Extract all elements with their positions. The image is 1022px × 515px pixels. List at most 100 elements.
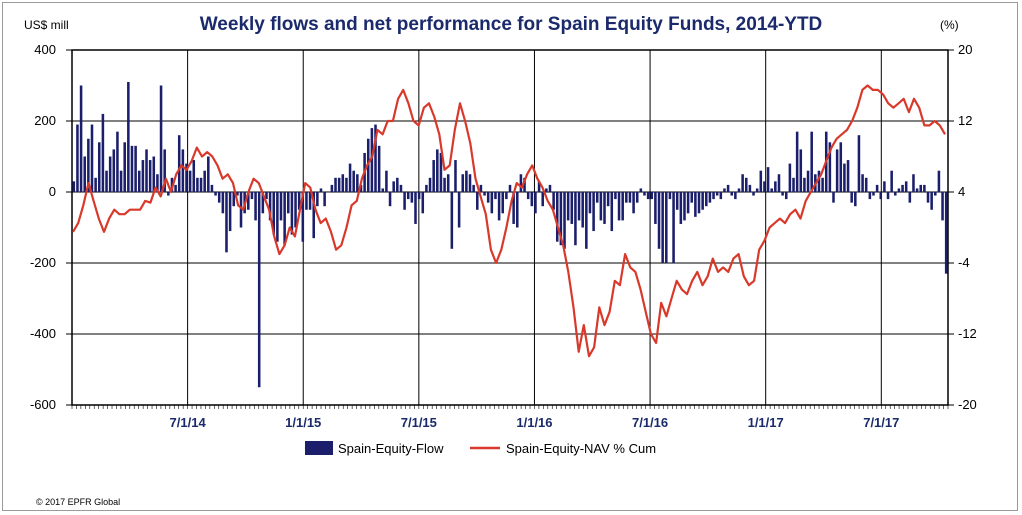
left-tick-label: 400: [34, 42, 56, 57]
right-tick-label: -20: [958, 397, 977, 412]
flow-bar: [890, 170, 893, 192]
flow-bar: [646, 192, 650, 200]
left-tick-label: 0: [49, 184, 56, 199]
flow-bar: [563, 192, 566, 249]
flow-bar: [174, 184, 177, 192]
flow-bar: [127, 81, 130, 192]
flow-bar: [134, 145, 137, 192]
flow-bar: [534, 192, 537, 214]
flow-bar: [843, 163, 846, 192]
flow-bar: [665, 192, 668, 263]
flow-bar: [207, 156, 210, 192]
flow-bar: [505, 192, 508, 200]
flow-bar: [937, 170, 941, 192]
flow-bar: [599, 192, 603, 221]
copyright: © 2017 EPFR Global: [36, 497, 121, 507]
flow-bar: [643, 192, 646, 196]
flow-bar: [508, 184, 512, 192]
flow-bar: [886, 192, 890, 200]
flow-bar: [225, 192, 228, 253]
flow-bar: [316, 192, 319, 207]
flow-bar: [697, 192, 701, 214]
flow-bar: [337, 177, 341, 192]
flow-bar: [181, 149, 185, 192]
flow-bar: [574, 192, 577, 246]
flow-bar: [755, 188, 759, 192]
flow-bar: [210, 184, 214, 192]
flow-bar: [497, 192, 501, 221]
flow-bar: [806, 170, 810, 192]
flow-bar: [167, 192, 170, 196]
flow-bar: [261, 192, 265, 214]
flow-bar: [610, 192, 614, 232]
flow-bar: [308, 192, 312, 210]
left-axis-unit: US$ mill: [24, 18, 69, 32]
flow-bar: [116, 131, 119, 192]
flow-bar: [476, 192, 479, 210]
flow-bar: [668, 192, 672, 200]
flow-bar: [439, 152, 443, 192]
flow-bar: [715, 192, 719, 196]
flow-bar: [679, 192, 683, 224]
flow-bar: [217, 192, 221, 203]
flow-bar: [570, 192, 574, 224]
flow-bar: [130, 145, 134, 192]
flow-bar: [566, 192, 570, 221]
flow-bar: [272, 192, 276, 235]
flow-bar: [326, 192, 330, 193]
flow-bar: [872, 192, 875, 196]
flow-bar: [79, 85, 83, 192]
flow-bar: [254, 192, 257, 221]
flow-bar: [883, 181, 886, 192]
flow-bar: [912, 174, 915, 192]
flow-bar: [90, 124, 94, 192]
flow-bar: [425, 184, 428, 192]
flow-bar: [214, 192, 217, 196]
flow-bar: [795, 131, 799, 192]
flow-bar: [501, 192, 505, 214]
nav-line: [72, 84, 946, 358]
flow-bar: [901, 184, 904, 192]
flow-bar: [923, 184, 926, 192]
flow-bar: [232, 192, 236, 207]
flow-bar: [203, 170, 206, 192]
flow-bar: [897, 188, 901, 192]
flow-bar: [530, 192, 534, 207]
flow-bar: [588, 192, 592, 214]
flow-bar: [399, 184, 403, 192]
flow-bar: [930, 192, 933, 210]
flow-bar: [875, 184, 879, 192]
flow-bar: [356, 174, 359, 192]
flow-bar: [868, 192, 872, 200]
flow-bar: [632, 192, 635, 214]
left-tick-label: -400: [30, 326, 56, 341]
flow-bar: [101, 113, 105, 192]
flow-bar: [864, 177, 868, 192]
flow-bar: [334, 177, 337, 192]
flow-bar: [835, 149, 839, 192]
flow-bar: [446, 174, 450, 192]
flow-bar: [468, 174, 472, 192]
flow-bar: [410, 192, 414, 203]
flow-bar: [388, 192, 392, 207]
flow-bar: [846, 160, 850, 192]
flow-bar: [479, 184, 483, 192]
flow-bar: [719, 192, 723, 200]
flow-bar: [512, 192, 515, 224]
flow-bar: [345, 177, 348, 192]
flow-bar: [650, 192, 654, 200]
x-tick-label: 7/1/16: [632, 415, 668, 430]
flow-bar: [156, 174, 159, 192]
flow-bar: [592, 192, 595, 232]
flow-bar: [832, 192, 835, 203]
flow-bar: [472, 184, 475, 192]
right-tick-label: 4: [958, 184, 965, 199]
flow-bar: [370, 128, 374, 192]
flow-bar: [741, 174, 744, 192]
flow-bar: [537, 181, 541, 192]
flow-bar: [72, 181, 76, 192]
flow-bar: [617, 192, 621, 221]
flow-bar: [123, 142, 126, 192]
flow-bar: [639, 188, 643, 192]
flow-bar: [406, 192, 410, 200]
